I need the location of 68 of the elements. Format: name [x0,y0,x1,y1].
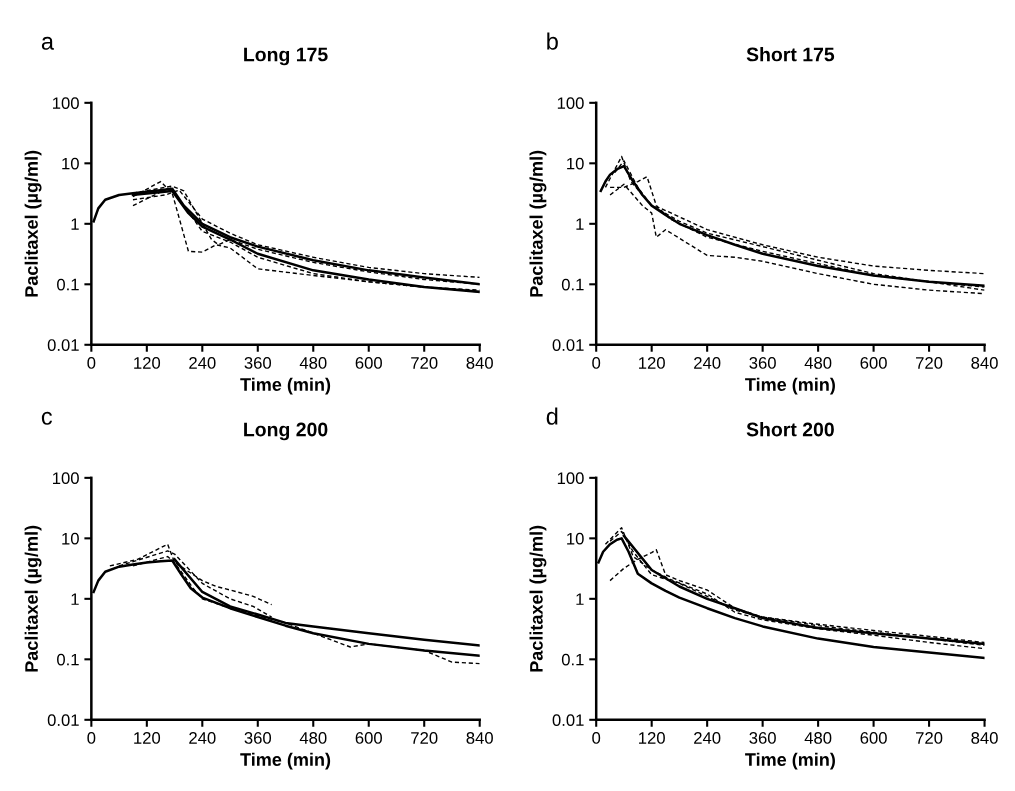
chart-title: Long 200 [244,422,328,441]
y-tick-label: 1 [71,593,79,605]
y-axis-title: Paclitaxel (µg/ml) [24,525,42,672]
x-tick-label: 720 [916,732,943,744]
y-tick-label: 1 [576,593,584,605]
y-axis-title: Paclitaxel (µg/ml) [24,150,42,297]
x-tick-label: 480 [299,732,327,744]
x-tick-label: 840 [971,357,998,369]
y-tick-label: 0.01 [552,339,584,351]
x-tick-label: 600 [860,357,887,369]
text: b [547,32,558,50]
x-tick-label: 0 [87,357,96,369]
y-tick-label: 0.1 [57,278,79,291]
x-tick-label: 720 [916,357,943,369]
y-axis-title: Paclitaxel (µg/ml) [529,150,547,297]
x-tick-label: 480 [804,732,832,744]
y-tick-label: 0.1 [561,653,584,666]
x-tick-label: 840 [466,357,493,369]
y-tick-label: 0.01 [552,714,584,727]
x-tick-label: 240 [189,732,216,744]
chart-title: Long 175 [244,47,328,66]
text: c [41,411,53,425]
x-tick-label: 480 [804,357,832,369]
x-tick-label: 840 [466,732,493,744]
x-tick-label: 360 [749,357,776,369]
x-tick-label: 120 [639,357,665,369]
x-tick-label: 360 [749,732,776,744]
y-tick-label: 10 [62,532,79,545]
x-tick-label: 240 [189,357,216,369]
y-tick-label: 0.1 [57,653,79,666]
x-axis-title: Time (min) [745,752,835,770]
y-tick-label: 100 [557,472,584,485]
y-tick-label: 10 [567,532,584,545]
x-tick-label: 240 [694,357,721,369]
y-tick-label: 0.1 [561,278,584,291]
x-tick-label: 120 [134,732,161,744]
y-tick-label: 100 [557,97,584,110]
text: d [546,407,558,425]
x-axis-title: Time (min) [745,377,835,395]
x-tick-label: 360 [244,732,272,744]
chart-title: Short 200 [746,422,834,437]
x-tick-label: 840 [971,732,998,744]
x-tick-label: 0 [592,732,601,744]
x-tick-label: 120 [639,732,665,744]
x-tick-label: 600 [860,732,887,744]
text: a [41,36,54,50]
x-tick-label: 600 [355,732,382,744]
y-tick-label: 10 [567,157,584,170]
x-tick-label: 720 [411,357,438,369]
x-axis-title: Time (min) [240,377,331,395]
x-tick-label: 360 [244,357,272,369]
x-tick-label: 0 [87,732,96,744]
y-tick-label: 0.01 [47,714,79,727]
x-tick-label: 0 [592,357,601,369]
y-tick-label: 100 [53,97,79,110]
y-tick-label: 10 [62,157,79,170]
y-axis-title: Paclitaxel (µg/ml) [529,525,547,672]
y-tick-label: 100 [53,472,79,485]
x-tick-label: 720 [411,732,438,744]
y-tick-label: 0.01 [47,339,79,351]
x-tick-label: 480 [299,357,327,369]
y-tick-label: 1 [71,218,79,230]
x-tick-label: 240 [694,732,721,744]
x-tick-label: 600 [355,357,382,369]
x-tick-label: 120 [134,357,161,369]
y-tick-label: 1 [576,218,584,230]
chart-title: Short 175 [746,47,835,62]
x-axis-title: Time (min) [240,752,331,770]
